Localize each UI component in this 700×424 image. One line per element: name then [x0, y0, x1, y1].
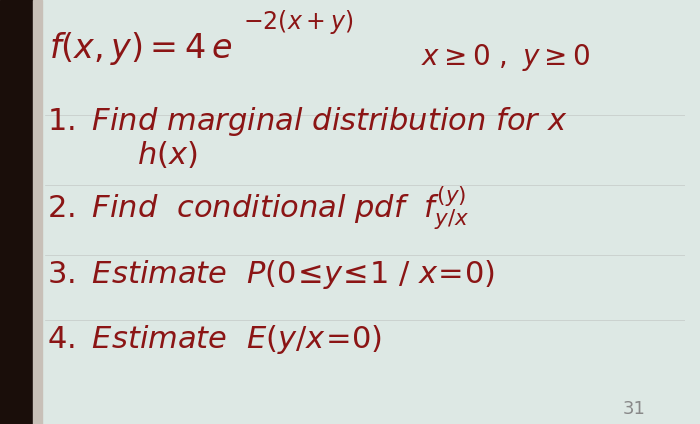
Text: 31: 31	[623, 400, 645, 418]
Text: $h(x)$: $h(x)$	[137, 140, 197, 171]
Bar	[0, 0, 33, 424]
Text: $f(x,y) = 4\,e$: $f(x,y) = 4\,e$	[49, 30, 232, 67]
Text: $2.\ Find\ \ conditional\ pdf\ \ f_{y/x}^{(y)}$: $2.\ Find\ \ conditional\ pdf\ \ f_{y/x}…	[47, 185, 469, 232]
Text: $x\geq 0\ ,\ y\geq 0$: $x\geq 0\ ,\ y\geq 0$	[421, 42, 590, 73]
Text: $-2(x+y)$: $-2(x+y)$	[243, 8, 353, 36]
Text: $3.\ Estimate\ \ P(0\!\leq\!y\!\leq\!1\ /\ x\!=\!0)$: $3.\ Estimate\ \ P(0\!\leq\!y\!\leq\!1\ …	[47, 258, 495, 291]
Text: $1.\ Find\ marginal\ distribution\ for\ x$: $1.\ Find\ marginal\ distribution\ for\ …	[47, 105, 568, 138]
Bar	[33, 0, 43, 424]
Text: $4.\ Estimate\ \ E(y/x\!=\!0)$: $4.\ Estimate\ \ E(y/x\!=\!0)$	[47, 323, 382, 356]
